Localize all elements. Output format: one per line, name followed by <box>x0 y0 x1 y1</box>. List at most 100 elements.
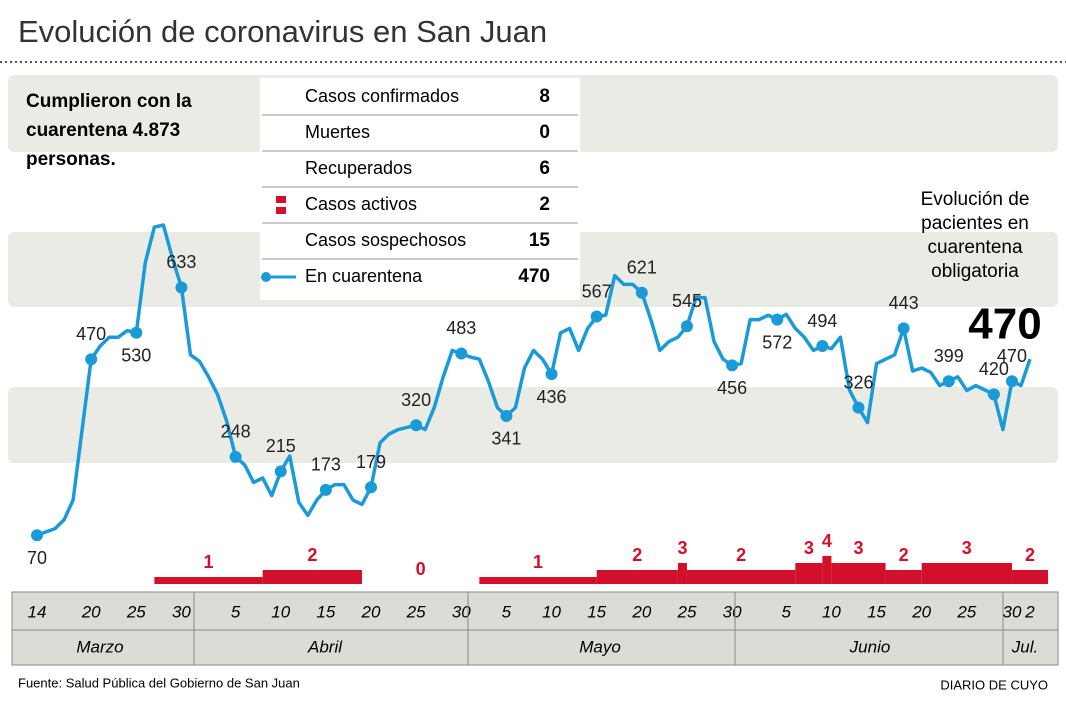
side-note-line: obligatoria <box>931 261 1019 282</box>
x-tick-label: 20 <box>631 602 651 621</box>
month-label: Marzo <box>76 637 123 656</box>
point <box>987 388 1000 401</box>
step-bar <box>921 563 1012 584</box>
x-tick-label: 15 <box>587 602 606 621</box>
point <box>771 313 784 326</box>
x-tick-label: 25 <box>406 602 426 621</box>
x-tick-label: 25 <box>126 602 146 621</box>
point <box>942 375 955 388</box>
step-label: 2 <box>899 545 909 565</box>
x-tick-label: 10 <box>271 602 290 621</box>
brand: DIARIO DE CUYO <box>940 677 1048 692</box>
step-label: 1 <box>204 552 214 572</box>
month-label: Jul. <box>1011 637 1038 656</box>
band <box>8 387 1058 463</box>
data-label: 443 <box>889 293 919 313</box>
x-tick-label: 20 <box>361 602 381 621</box>
summary-label: Muertes <box>305 122 370 142</box>
x-tick-label: 20 <box>911 602 931 621</box>
summary-label: Casos confirmados <box>305 86 459 106</box>
data-label: 567 <box>582 281 612 301</box>
step-label: 4 <box>822 531 832 551</box>
x-tick-label: 30 <box>452 602 471 621</box>
month-label: Mayo <box>579 637 621 656</box>
data-label: 494 <box>807 311 837 331</box>
step-label: 3 <box>853 538 863 558</box>
step-bar <box>596 570 678 584</box>
side-note-line: pacientes en <box>921 213 1029 234</box>
step-bar <box>885 570 922 584</box>
data-label: 470 <box>76 324 106 344</box>
x-tick-label: 20 <box>81 602 101 621</box>
note-line: personas. <box>26 149 116 170</box>
point <box>175 281 188 294</box>
side-note-line: cuarentena <box>927 237 1023 258</box>
x-tick-label: 5 <box>502 602 512 621</box>
month-label: Abril <box>307 637 343 656</box>
summary-label: En cuarentena <box>305 266 423 286</box>
summary-value: 0 <box>539 122 550 143</box>
note-line: cuarentena 4.873 <box>26 120 180 141</box>
step-bar <box>154 577 263 584</box>
x-tick-label: 15 <box>867 602 886 621</box>
summary-value: 470 <box>518 266 550 287</box>
x-tick-label: 10 <box>542 602 561 621</box>
data-label: 621 <box>627 258 657 278</box>
step-bar <box>831 563 886 584</box>
month-label: Junio <box>849 637 891 656</box>
point <box>816 340 829 352</box>
step-label: 2 <box>1025 545 1035 565</box>
point <box>319 483 332 496</box>
step-bar <box>822 556 832 584</box>
point <box>274 465 287 478</box>
x-tick-label: 5 <box>231 602 241 621</box>
step-bar <box>677 563 687 584</box>
point <box>130 326 143 339</box>
line <box>36 223 1032 537</box>
data-label: 483 <box>446 318 476 338</box>
step-label: 1 <box>533 552 543 572</box>
summary-label: Casos activos <box>305 194 417 214</box>
summary-label: Casos sospechosos <box>305 230 466 250</box>
step-label: 3 <box>677 538 687 558</box>
data-label: 248 <box>221 422 251 442</box>
point <box>635 286 648 299</box>
x-tick-label: 15 <box>316 602 335 621</box>
step-label: 2 <box>307 545 317 565</box>
data-label: 179 <box>356 452 386 472</box>
step-bar <box>479 577 597 584</box>
data-label: 633 <box>166 252 196 272</box>
x-tick-label: 5 <box>782 602 792 621</box>
step-bar <box>262 570 362 584</box>
data-label: 545 <box>672 291 702 311</box>
data-label: 436 <box>537 387 567 407</box>
x-tick-label: 14 <box>28 602 47 621</box>
data-label: 173 <box>311 455 341 475</box>
data-label: 215 <box>266 436 296 456</box>
legend-swatch <box>276 196 286 203</box>
note-line: Cumplieron con la <box>26 91 192 112</box>
summary-value: 2 <box>539 194 550 215</box>
step-bar <box>1011 570 1049 584</box>
point <box>852 401 865 414</box>
data-label: 70 <box>27 548 47 568</box>
x-tick-label: 30 <box>723 602 742 621</box>
data-label: 530 <box>121 346 151 366</box>
point <box>85 353 98 366</box>
side-note-line: Evolución de <box>921 189 1030 210</box>
summary-value: 8 <box>539 86 550 107</box>
step-bar <box>686 570 796 584</box>
title: Evolución de coronavirus en San Juan <box>18 14 547 49</box>
step-bar <box>795 563 823 584</box>
summary-value: 15 <box>529 230 551 251</box>
x-tick-label: 30 <box>172 602 191 621</box>
point <box>31 529 43 542</box>
step-label: 2 <box>632 545 642 565</box>
step-label: 3 <box>962 538 972 558</box>
x-axis-band <box>11 591 1059 666</box>
source: Fuente: Salud Pública del Gobierno de Sa… <box>18 675 300 690</box>
point <box>897 322 910 335</box>
step-label: 0 <box>416 559 426 579</box>
summary-value: 6 <box>539 158 550 179</box>
